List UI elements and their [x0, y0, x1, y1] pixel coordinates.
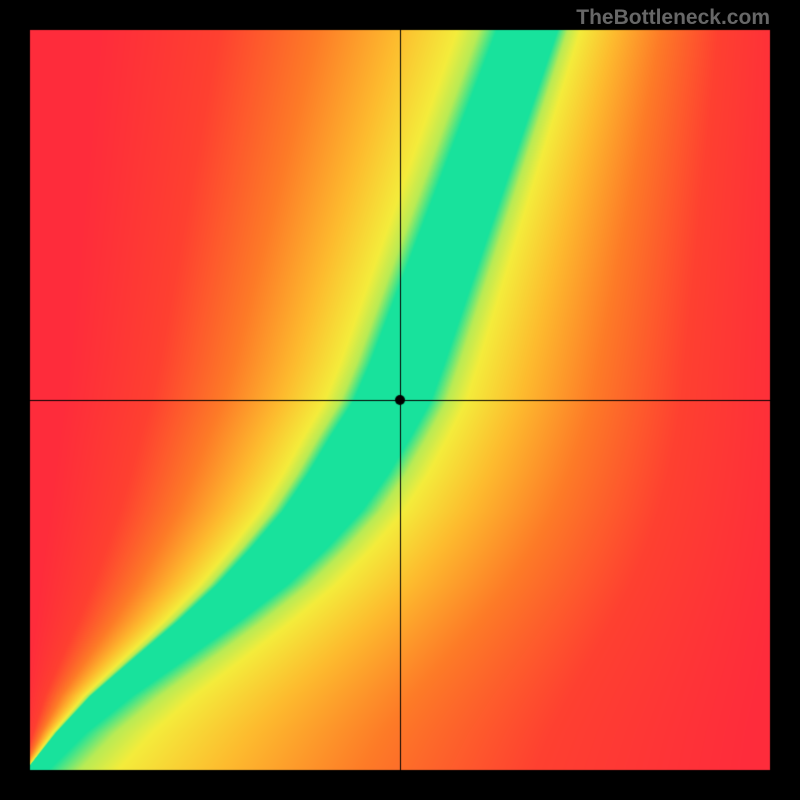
watermark-text: TheBottleneck.com [576, 6, 770, 30]
bottleneck-heatmap [0, 0, 800, 800]
